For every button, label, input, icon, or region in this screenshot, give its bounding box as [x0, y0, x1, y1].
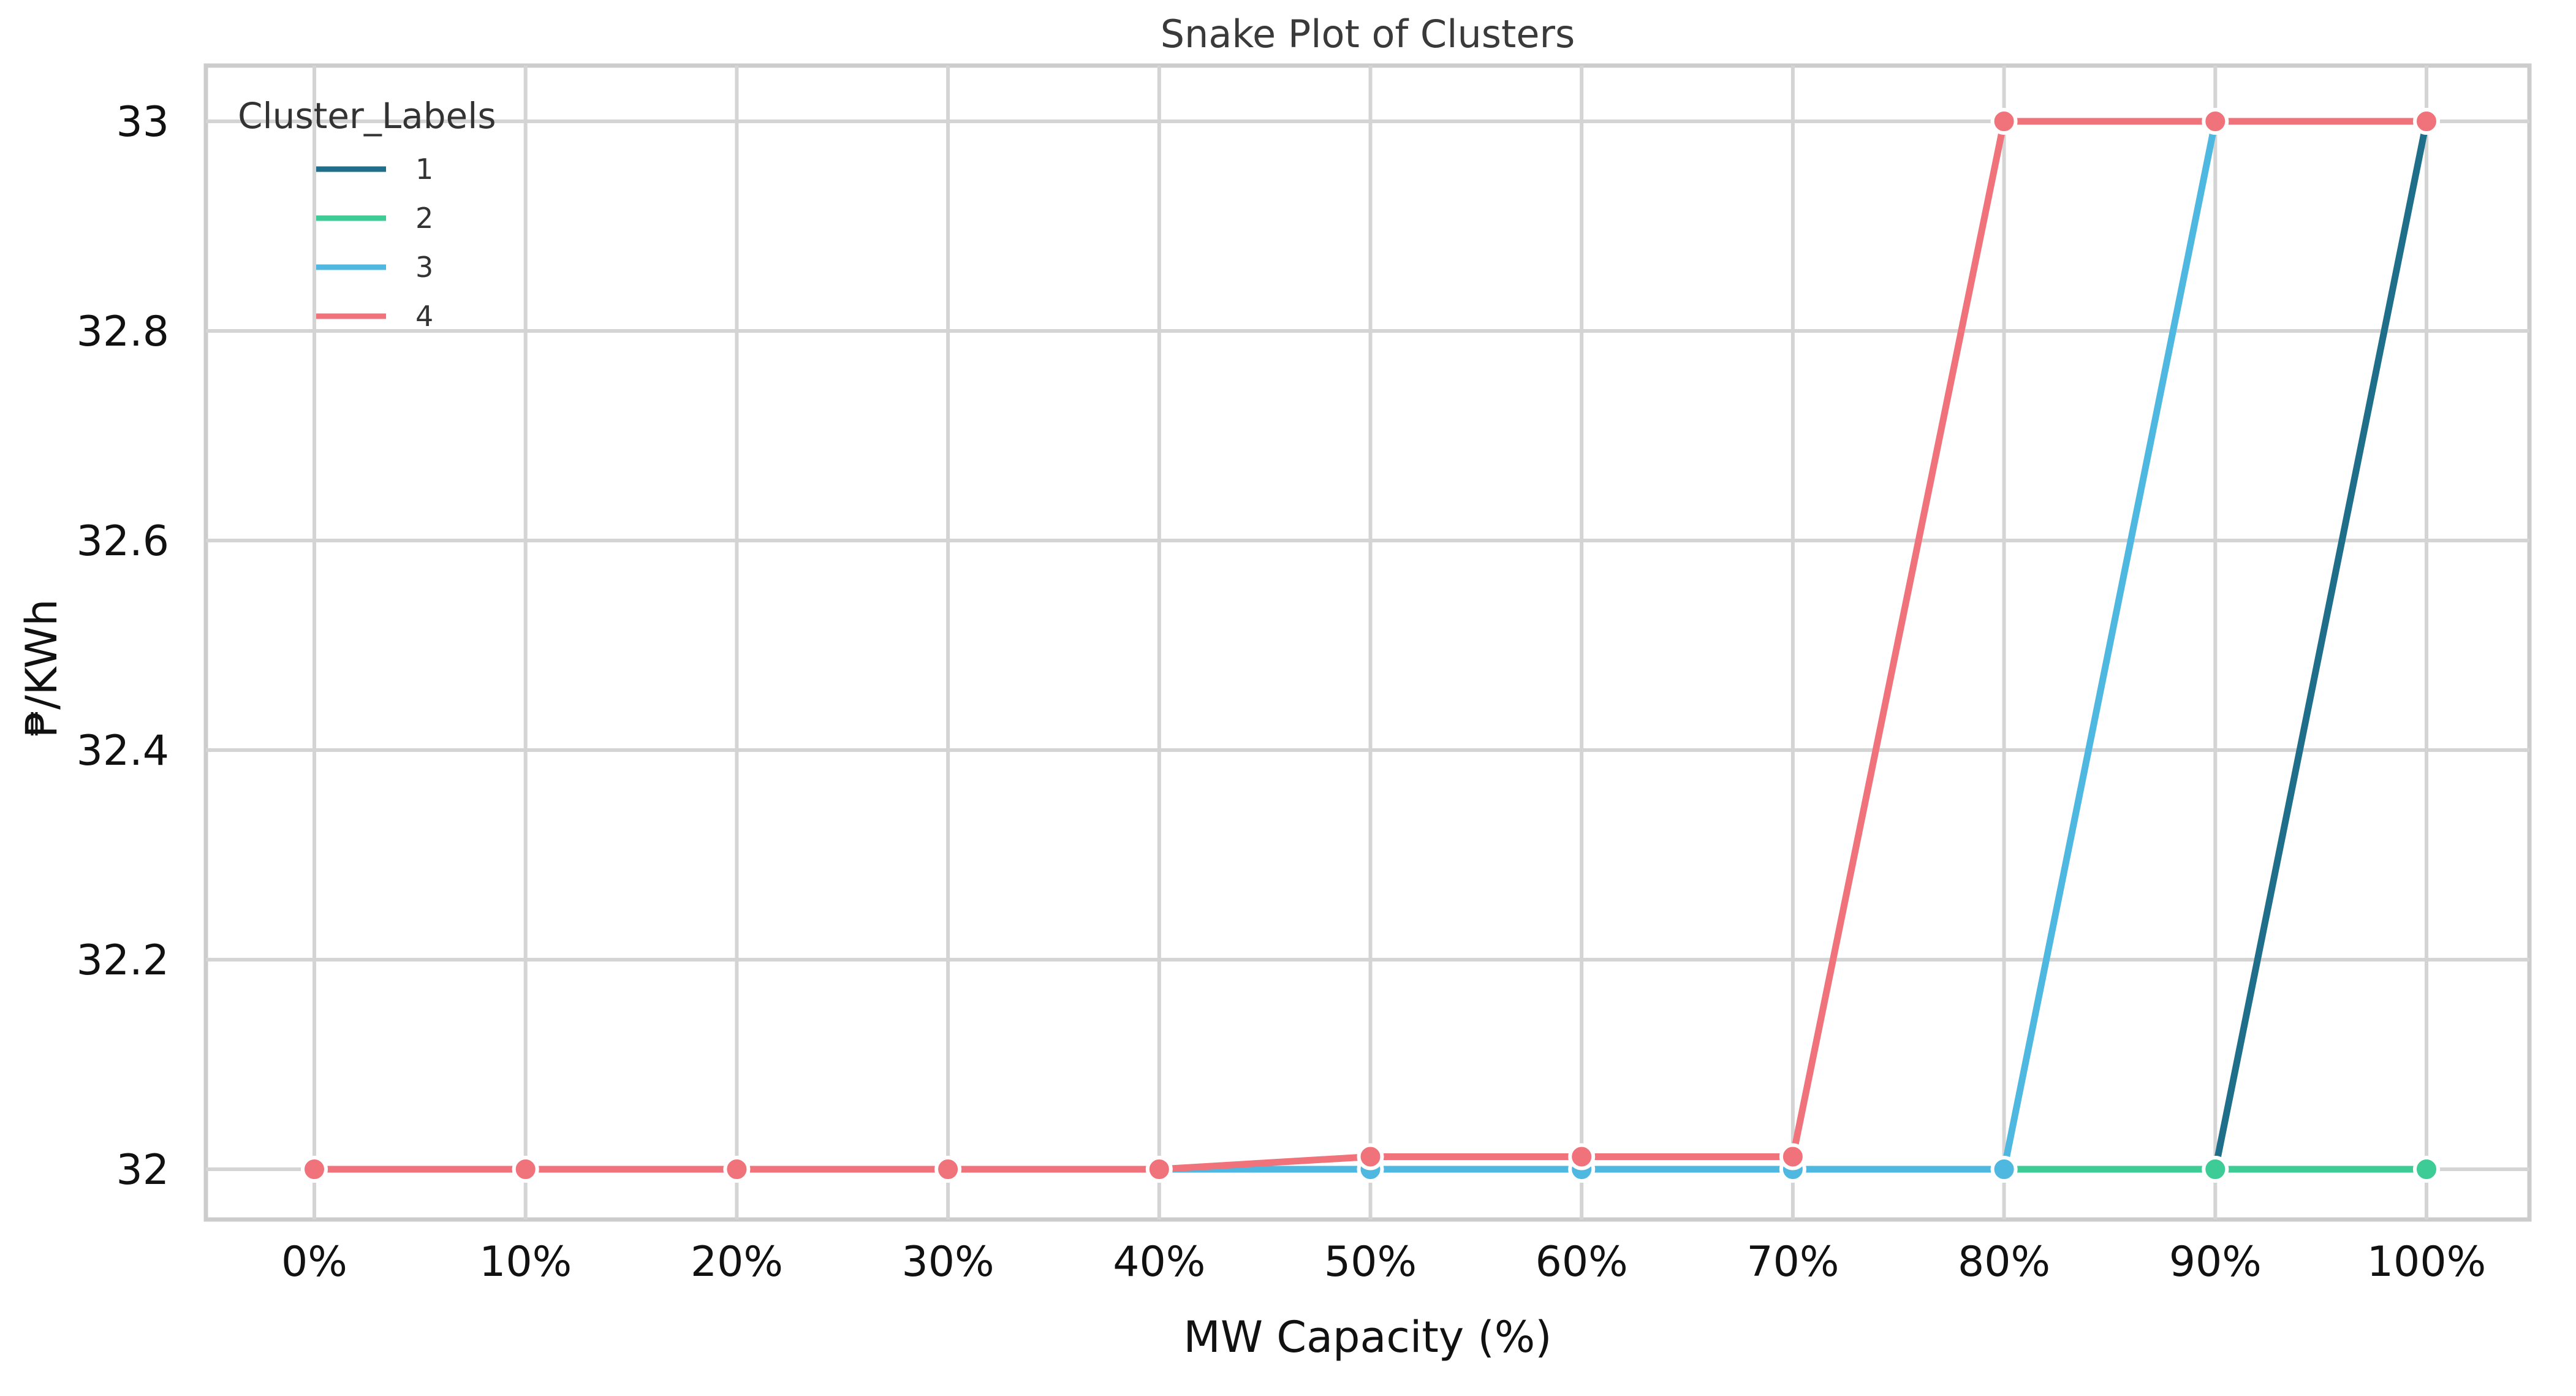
chart-title: Snake Plot of Clusters: [1161, 12, 1575, 56]
data-point: [1568, 1143, 1596, 1170]
y-tick-label: 32: [116, 1146, 169, 1194]
y-tick-label: 32.6: [77, 517, 169, 566]
x-axis-ticks: 0% 10% 20% 30% 40% 50% 60% 70% 80% 90% 100%: [281, 1238, 2486, 1286]
data-point: [1990, 108, 2018, 135]
data-point: [301, 1156, 328, 1183]
data-point: [2202, 108, 2229, 135]
data-point: [934, 1156, 962, 1183]
legend-items: 1 2 3 4: [316, 153, 433, 333]
x-tick-label: 90%: [2169, 1238, 2262, 1286]
plot-area: [203, 63, 2532, 1222]
data-point: [1145, 1156, 1173, 1183]
y-tick-label: 32.4: [77, 727, 169, 775]
x-tick-label: 30%: [902, 1238, 994, 1286]
data-point: [2413, 108, 2440, 135]
data-point: [1357, 1143, 1384, 1170]
x-tick-label: 40%: [1113, 1238, 1205, 1286]
y-tick-label: 32.8: [77, 308, 169, 356]
x-tick-label: 60%: [1536, 1238, 1628, 1286]
y-axis-ticks: 32 32.2 32.4 32.6 32.8 33: [77, 98, 169, 1194]
legend-label-2: 2: [415, 202, 433, 235]
x-tick-label: 80%: [1958, 1238, 2050, 1286]
legend-label-3: 3: [415, 251, 433, 284]
y-tick-label: 33: [116, 98, 169, 146]
x-tick-label: 20%: [691, 1238, 783, 1286]
x-tick-label: 70%: [1746, 1238, 1839, 1286]
data-point: [1990, 1156, 2018, 1183]
y-axis-label: ₱/KWh: [17, 599, 67, 737]
data-point: [2202, 1156, 2229, 1183]
y-tick-label: 32.2: [77, 936, 169, 985]
data-point: [723, 1156, 751, 1183]
legend-label-1: 1: [415, 153, 433, 186]
x-axis-label: MW Capacity (%): [1183, 1312, 1551, 1362]
data-point: [1779, 1143, 1806, 1170]
series-4: [301, 108, 2440, 1183]
legend-label-4: 4: [415, 300, 433, 333]
series-lines: [301, 108, 2440, 1183]
data-point: [2413, 1156, 2440, 1183]
x-tick-label: 50%: [1324, 1238, 1417, 1286]
legend: Cluster_Labels 1 2 3 4: [238, 95, 496, 333]
legend-title: Cluster_Labels: [238, 95, 496, 137]
x-tick-label: 0%: [281, 1238, 347, 1286]
x-tick-label: 10%: [479, 1238, 572, 1286]
data-point: [512, 1156, 539, 1183]
x-tick-label: 100%: [2367, 1238, 2486, 1286]
